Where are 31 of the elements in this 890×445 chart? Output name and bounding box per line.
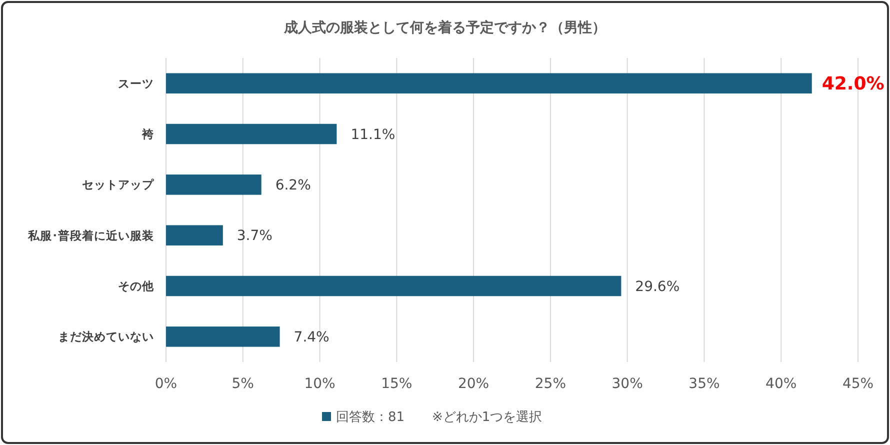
data-label: 29.6% [635, 278, 680, 295]
data-label: 3.7% [236, 228, 272, 244]
y-tick-label: スーツ [118, 76, 154, 90]
x-tick-label: 40% [766, 376, 797, 392]
x-tick-label: 5% [232, 376, 254, 392]
y-tick-label: 私服･普段着に近い服装 [27, 228, 154, 242]
chart-title: 成人式の服装として何を着る予定ですか？（男性） [283, 19, 606, 36]
bar [166, 124, 337, 144]
annotation: 42.0% [822, 74, 884, 95]
bar [166, 225, 223, 246]
text: ※どれか1つを選択 [432, 410, 542, 425]
x-tick-label: 45% [842, 376, 874, 392]
y-tick-label: セットアップ [82, 178, 155, 192]
legend-label: 回答数：81 [336, 410, 405, 425]
y-tick-label: まだ決めていない [58, 330, 154, 344]
bar [166, 73, 812, 94]
bar [166, 174, 262, 195]
x-tick-label: 35% [688, 376, 720, 392]
x-tick-label: 0% [154, 376, 178, 392]
data-label: 6.2% [275, 178, 311, 194]
y-tick-label: その他 [118, 279, 155, 294]
data-label: 7.4% [294, 330, 330, 346]
x-tick-label: 15% [381, 376, 412, 392]
x-tick-label: 10% [304, 376, 336, 392]
x-tick-label: 25% [534, 376, 566, 392]
y-tick-label: 袴 [141, 127, 155, 142]
bar [166, 276, 622, 296]
bar [166, 326, 280, 347]
x-tick-label: 30% [612, 376, 643, 392]
data-label: 11.1% [350, 126, 396, 143]
x-tick-label: 20% [458, 376, 490, 392]
